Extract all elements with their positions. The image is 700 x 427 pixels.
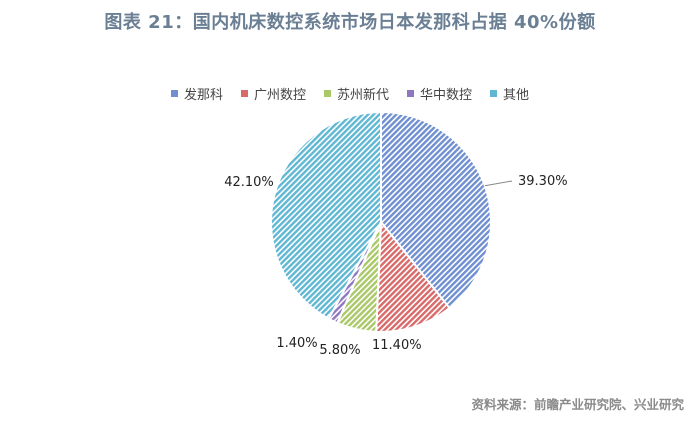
legend-item: 华中数控 — [407, 84, 472, 103]
legend-label: 广州数控 — [253, 88, 306, 103]
legend-label: 苏州新代 — [336, 88, 389, 103]
legend-label: 华中数控 — [420, 88, 473, 103]
legend-item: 其他 — [490, 84, 529, 103]
legend-swatch — [170, 90, 178, 97]
source-note: 资料来源：前瞻产业研究院、兴业研究 — [471, 397, 684, 412]
legend: 发那科 广州数控 苏州新代 华中数控 其他 — [0, 84, 700, 103]
legend-label: 发那科 — [183, 88, 223, 103]
data-label: 42.10% — [224, 175, 274, 190]
leader-line — [484, 180, 513, 187]
legend-item: 发那科 — [170, 84, 223, 103]
legend-swatch — [240, 90, 248, 97]
pie-slice — [375, 219, 451, 333]
legend-swatch — [407, 90, 414, 97]
legend-swatch — [490, 90, 498, 97]
legend-label: 其他 — [503, 88, 530, 103]
data-label: 11.40% — [372, 338, 422, 353]
legend-swatch — [323, 90, 331, 97]
data-label: 39.30% — [518, 174, 568, 189]
legend-item: 苏州新代 — [323, 84, 389, 103]
data-label: 5.80% — [319, 343, 360, 358]
legend-item: 广州数控 — [240, 84, 306, 103]
chart-title: 图表 21：国内机床数控系统市场日本发那科占据 40%份额 — [104, 12, 596, 33]
pie-slice — [270, 110, 382, 321]
data-label: 1.40% — [276, 336, 317, 351]
